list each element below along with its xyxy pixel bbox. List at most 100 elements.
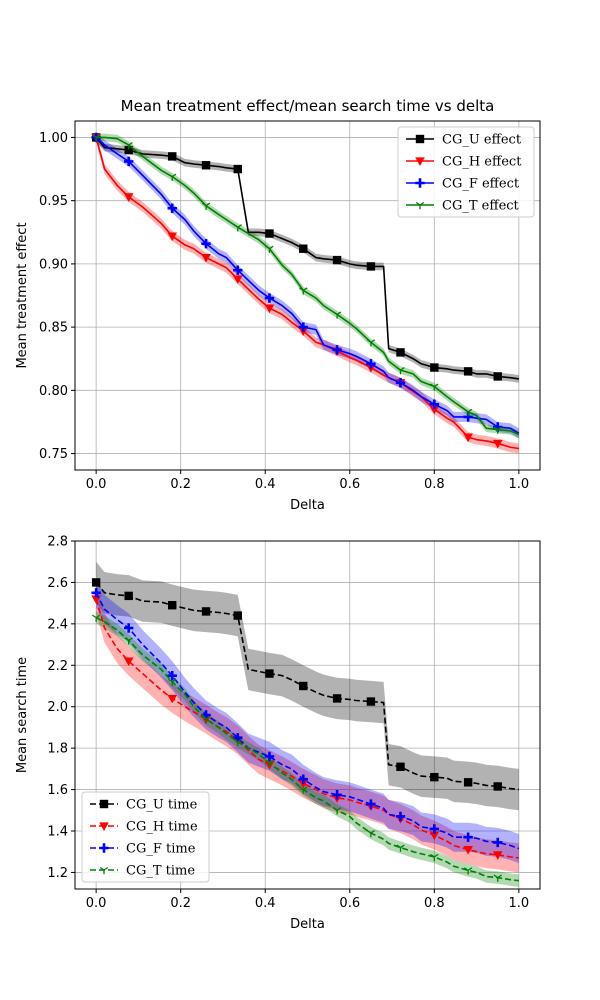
panel1-cg-u-time-point	[201, 607, 211, 616]
panel1-cg-t-time-point	[463, 867, 473, 875]
panel0-cg-t-effect-point	[265, 245, 274, 253]
panel0-cg-t-effect-point	[168, 173, 177, 181]
panel0-cg-u-effect-point	[124, 145, 133, 155]
panel1-cg-u-time-point	[463, 778, 473, 787]
panel1-cg-u-time-point	[168, 601, 177, 610]
panel1-cg-h-time-point	[298, 779, 309, 789]
panel0-legend-label-cg-f-effect: CG_F effect	[442, 177, 520, 192]
panel0-cg-h-effect-point	[492, 439, 503, 449]
panel0-legend-marker-cg-u-effect	[415, 134, 425, 144]
panel0-y-tick-label: 0.85	[39, 321, 68, 336]
panel0-cg-u-effect-point	[233, 164, 242, 174]
panel0-cg-u-effect-point	[493, 372, 502, 381]
panel0-cg-t-effect-point	[332, 311, 342, 319]
panel1-y-tick-label: 1.2	[47, 866, 68, 881]
panel1-cg-f-time-point	[91, 588, 101, 598]
panel0-y-tick-label: 0.90	[39, 257, 68, 272]
panel1-cg-u-time-point	[396, 762, 405, 771]
panel1-cg-f-time-point	[233, 733, 243, 743]
panel0-x-tick-label: 0.8	[424, 477, 445, 492]
panel1-cg-h-time-line	[95, 598, 519, 859]
panel1-y-tick-label: 2.2	[47, 659, 68, 674]
panel1-y-tick-label: 2.4	[47, 617, 68, 632]
panel1-cg-f-time-point	[395, 811, 406, 822]
panel1-cg-h-time-point	[463, 846, 473, 855]
panel1-cg-t-time-point	[201, 716, 211, 724]
panel0-cg-u-effect-point	[430, 363, 439, 372]
panel1-cg-f-time-point	[463, 832, 473, 842]
panel1-cg-t-time-point	[124, 637, 133, 645]
panel0-x-tick-label: 0.2	[170, 477, 191, 492]
panel1-axes-frame	[74, 540, 541, 890]
panel0-cg-t-effect-point	[430, 383, 439, 391]
panel0-y-axis-label: Mean treatment effect	[15, 222, 30, 368]
panel0-cg-f-effect-point	[201, 238, 211, 249]
panel0-cg-f-effect-point	[298, 322, 308, 332]
panel0-cg-h-effect-line	[95, 137, 519, 450]
panel1-cg-h-time-band	[96, 584, 519, 873]
panel0-y-tick-label: 1.00	[39, 131, 68, 146]
panel0-cg-u-effect-line	[95, 136, 519, 380]
panel0-cg-f-effect-point	[167, 203, 177, 213]
panel0-cg-f-effect-point	[233, 265, 243, 275]
panel1-cg-f-time-line	[95, 592, 520, 850]
panel0-cg-h-effect-point	[429, 405, 440, 415]
panel0-cg-f-effect-point	[264, 293, 275, 303]
panel0-x-tick-label: 0.6	[339, 477, 360, 492]
panel0-legend-marker-cg-h-effect	[415, 157, 425, 166]
search-time-panel: 0.0 0.2 0.4 0.6 0.8 1.0 1.2 1.4 1.6 1.8 2.0 2.2 2.4 2…	[15, 535, 541, 932]
panel0-legend-box	[397, 126, 535, 218]
panel1-y-axis-label: Mean search time	[15, 657, 30, 773]
panel1-cg-f-time-point	[167, 670, 177, 681]
panel1-cg-u-time-point	[91, 578, 101, 587]
panel1-cg-u-time-point	[366, 697, 376, 706]
panel1-cg-h-time-point	[492, 851, 503, 860]
panel1-cg-h-time-point	[167, 694, 178, 704]
panel1-cg-t-time-point	[366, 830, 376, 838]
panel0-cg-h-effect-point	[264, 304, 275, 314]
panel1-y-tick-label: 2.6	[47, 576, 68, 591]
panel1-cg-u-time-band	[96, 561, 519, 811]
panel1-cg-f-time-band	[96, 578, 519, 864]
panel0-cg-h-effect-point	[201, 253, 211, 263]
panel1-cg-h-time-point	[429, 831, 440, 841]
panel1-cg-t-time-point	[168, 678, 177, 687]
panel0-y-tick-label: 0.95	[39, 194, 68, 209]
panel0-cg-u-effect-point	[332, 255, 342, 265]
panel0-cg-u-effect-point	[463, 367, 473, 376]
panel1-cg-u-time-point	[332, 694, 342, 703]
panel0-cg-f-effect-point	[429, 399, 440, 409]
panel0-cg-t-effect-line	[96, 136, 520, 436]
panel1-legend-marker-cg-t-time	[99, 866, 109, 875]
panel1-cg-u-time-point	[299, 681, 308, 691]
panel0-cg-t-effect-point	[463, 408, 473, 417]
panel1-cg-f-time-point	[264, 751, 275, 762]
panel1-cg-h-time-point	[123, 657, 134, 667]
panel1-cg-f-time-point	[429, 824, 440, 834]
panel1-legend-box	[81, 791, 210, 883]
panel1-plot-area	[91, 561, 520, 887]
panel0-cg-t-effect-point	[493, 426, 502, 434]
panel0-legend-label-cg-t-effect: CG_T effect	[442, 199, 520, 214]
panel1-legend-marker-cg-h-time	[99, 822, 109, 831]
panel1-cg-t-time-point	[493, 874, 502, 882]
panel0-cg-u-effect-point	[265, 229, 274, 238]
panel0-x-tick-label: 1.0	[509, 477, 530, 492]
panel0-cg-t-effect-point	[201, 202, 211, 210]
panel1-cg-t-time-point	[396, 844, 405, 852]
panel1-cg-u-time-point	[493, 782, 502, 791]
panel0-cg-u-effect-point	[396, 348, 405, 357]
panel1-cg-u-time-point	[124, 591, 133, 601]
panel1-y-tick-label: 1.8	[47, 742, 68, 757]
panel0-cg-u-effect-point	[366, 262, 376, 271]
panel0-cg-t-effect-point	[396, 367, 405, 375]
panel1-cg-f-time-point	[298, 774, 308, 784]
panel0-y-tick-label: 0.75	[39, 447, 68, 462]
panel1-cg-u-time-line	[95, 581, 519, 791]
panel1-cg-t-time-point	[233, 738, 242, 747]
panel0-cg-t-effect-point	[299, 287, 308, 295]
panel0-cg-t-effect-point	[124, 141, 133, 150]
panel1-x-tick-label: 0.4	[255, 896, 276, 911]
panel0-x-axis-label: Delta	[290, 498, 325, 513]
